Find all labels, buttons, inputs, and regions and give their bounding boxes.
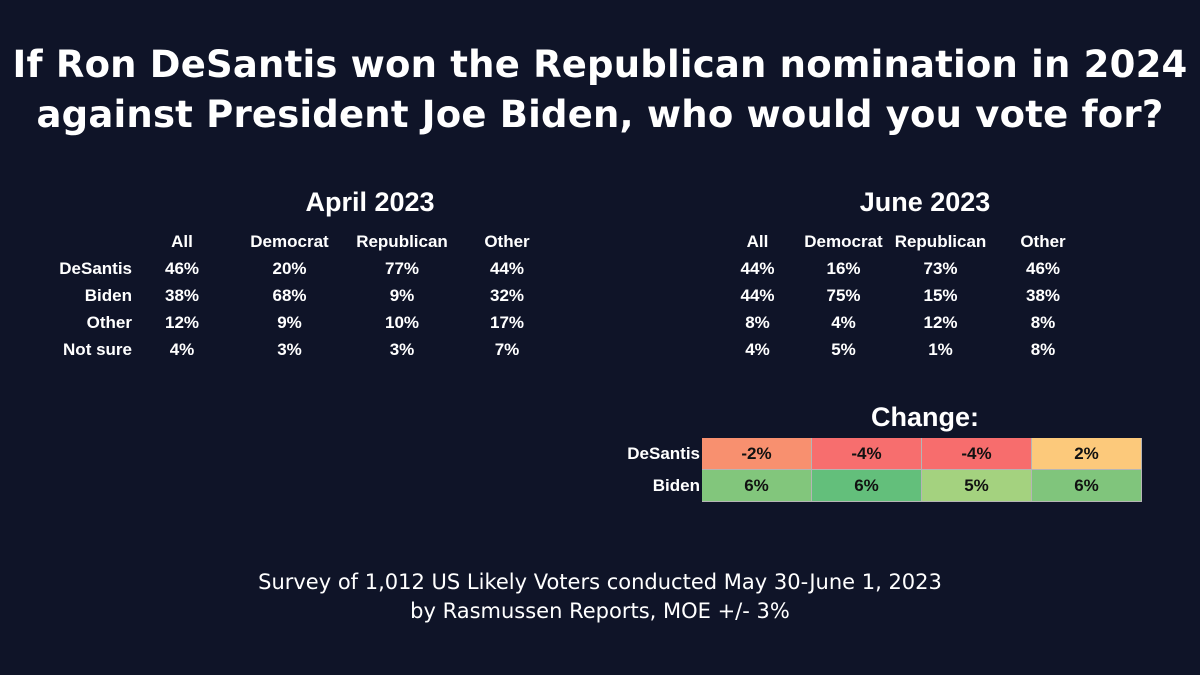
april-row-label: Not sure (63, 339, 132, 359)
june-cell: 15% (923, 285, 958, 305)
june-cell: 46% (1025, 258, 1061, 278)
change-cell: -2% (702, 438, 812, 470)
june-cell: 75% (826, 285, 861, 305)
april-cell: 4% (169, 339, 195, 359)
june-col-republican: Republican (894, 231, 987, 251)
change-row-label: Biden (652, 475, 700, 495)
change-table: DeSantis -2% -4% -4% 2% Biden 6% 6% 5% 6% (610, 438, 1142, 502)
change-heading: Change: (871, 402, 979, 432)
june-header-row: All Democrat Republican Other (715, 228, 1092, 255)
june-cell: 16% (826, 258, 861, 278)
change-row-label: DeSantis (627, 443, 700, 463)
april-col-republican: Republican (356, 231, 448, 251)
title-line-2: against President Joe Biden, who would y… (36, 93, 1164, 136)
june-row: 8% 4% 12% 8% (715, 309, 1092, 336)
june-col-other: Other (1020, 231, 1066, 251)
june-cell: 44% (740, 258, 775, 278)
april-cell: 9% (277, 312, 302, 332)
june-col-democrat: Democrat (804, 231, 883, 251)
april-row: Biden 38% 68% 9% 32% (40, 282, 557, 309)
april-row-label: Biden (84, 285, 132, 305)
june-row: 44% 75% 15% 38% (715, 282, 1092, 309)
june-cell: 8% (1030, 312, 1056, 332)
june-cell: 8% (1030, 339, 1056, 359)
april-cell: 44% (489, 258, 525, 278)
footer-line-1: Survey of 1,012 US Likely Voters conduct… (258, 570, 942, 594)
june-cell: 4% (745, 339, 770, 359)
june-cell: 4% (831, 312, 856, 332)
chart-title: If Ron DeSantis won the Republican nomin… (0, 40, 1200, 140)
april-cell: 3% (389, 339, 415, 359)
april-header-row: All Democrat Republican Other (40, 228, 557, 255)
change-cell: 2% (1031, 438, 1142, 470)
april-cell: 3% (277, 339, 302, 359)
june-cell: 5% (831, 339, 856, 359)
april-cell: 32% (489, 285, 525, 305)
april-cell: 20% (272, 258, 307, 278)
april-col-all: All (171, 231, 193, 251)
april-row: Other 12% 9% 10% 17% (40, 309, 557, 336)
june-row: 44% 16% 73% 46% (715, 255, 1092, 282)
april-cell: 7% (494, 339, 520, 359)
april-row: DeSantis 46% 20% 77% 44% (40, 255, 557, 282)
april-row-label: DeSantis (59, 258, 132, 278)
june-cell: 8% (745, 312, 770, 332)
change-cell: 5% (921, 469, 1032, 502)
change-row: DeSantis -2% -4% -4% 2% (610, 438, 1142, 470)
june-table: All Democrat Republican Other 44% 16% 73% 4… (715, 228, 1092, 363)
april-row: Not sure 4% 3% 3% 7% (40, 336, 557, 363)
june-cell: 1% (928, 339, 953, 359)
april-cell: 68% (272, 285, 307, 305)
change-cell: -4% (811, 438, 922, 470)
june-col-all: All (746, 231, 769, 251)
april-cell: 38% (164, 285, 200, 305)
april-col-democrat: Democrat (250, 231, 329, 251)
title-line-1: If Ron DeSantis won the Republican nomin… (12, 43, 1188, 86)
april-cell: 12% (164, 312, 200, 332)
change-cell: 6% (702, 469, 812, 502)
april-cell: 17% (489, 312, 525, 332)
change-row: Biden 6% 6% 5% 6% (610, 469, 1142, 502)
april-cell: 46% (164, 258, 200, 278)
april-table: All Democrat Republican Other DeSantis 46… (40, 228, 557, 363)
april-cell: 9% (389, 285, 415, 305)
june-row: 4% 5% 1% 8% (715, 336, 1092, 363)
april-row-label: Other (86, 312, 132, 332)
change-cell: -4% (921, 438, 1032, 470)
april-col-other: Other (484, 231, 530, 251)
change-cell: 6% (811, 469, 922, 502)
change-cell: 6% (1031, 469, 1142, 502)
footer-note: Survey of 1,012 US Likely Voters conduct… (0, 568, 1200, 626)
june-cell: 38% (1025, 285, 1061, 305)
april-cell: 77% (384, 258, 420, 278)
june-cell: 12% (923, 312, 958, 332)
june-cell: 73% (923, 258, 958, 278)
june-cell: 44% (740, 285, 775, 305)
june-heading: June 2023 (859, 187, 991, 217)
april-cell: 10% (384, 312, 420, 332)
april-heading: April 2023 (305, 187, 435, 217)
footer-line-2: by Rasmussen Reports, MOE +/- 3% (410, 599, 790, 623)
